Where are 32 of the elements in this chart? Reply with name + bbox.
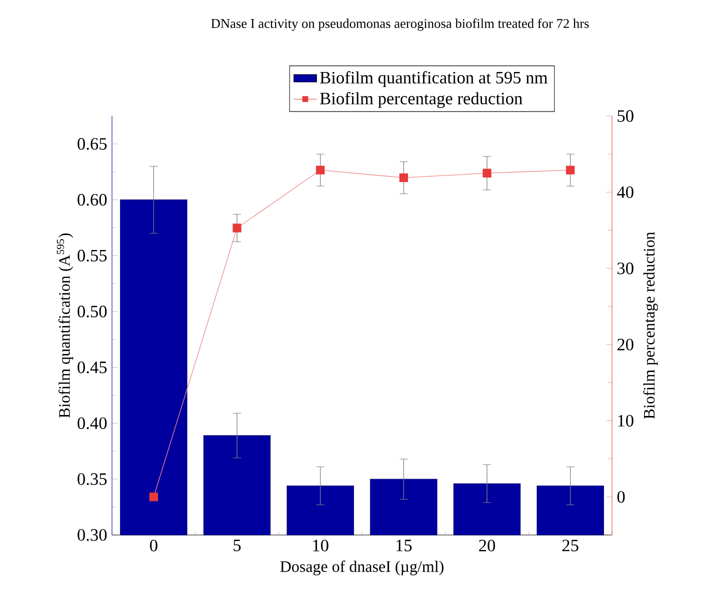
y2-tick-label: 10: [618, 414, 634, 427]
point: [399, 173, 408, 182]
y-tick-label: 0.60: [78, 194, 107, 206]
y-tick-label: 0.30: [78, 529, 107, 541]
y2-tick-label: 0: [617, 491, 625, 503]
y-tick-label: 0.50: [78, 306, 107, 318]
point: [482, 168, 492, 178]
y2-tick-label: 40: [617, 186, 634, 198]
legend-label: Biofilm percentage reduction: [320, 92, 522, 108]
y2-axis-title: Biofilm percentage reduction: [643, 232, 658, 419]
y-tick-label: 0.55: [78, 250, 107, 262]
point: [316, 166, 325, 174]
x-tick-label: 25: [562, 540, 578, 552]
chart-title: DNase I activity on pseudomonas aeroginosa biofilm treated for 72 hrs: [211, 18, 589, 31]
y-tick-label: 0.35: [78, 473, 107, 486]
point: [149, 492, 158, 502]
y2-tick-label: 20: [617, 338, 634, 350]
x-axis-title: Dosage of dnaseI (µg/ml): [280, 560, 444, 576]
x-tick-label: 10: [313, 540, 328, 552]
legend-label: Biofilm quantification at 595 nm: [320, 71, 548, 88]
point: [566, 166, 575, 174]
y-tick-label: 0.40: [78, 417, 107, 430]
point: [232, 224, 242, 232]
y2-tick-label: 50: [618, 110, 634, 122]
x-tick-label: 20: [479, 540, 496, 552]
y-tick-label: 0.45: [78, 362, 107, 374]
x-tick-label: 0: [150, 540, 158, 552]
y-tick-label: 0.65: [78, 138, 107, 150]
y-axis-title: Biofilm quantification (A$^{595}$): [56, 233, 74, 418]
x-tick-label: 15: [396, 540, 412, 552]
x-tick-label: 5: [234, 540, 241, 552]
y2-tick-label: 30: [618, 262, 634, 274]
